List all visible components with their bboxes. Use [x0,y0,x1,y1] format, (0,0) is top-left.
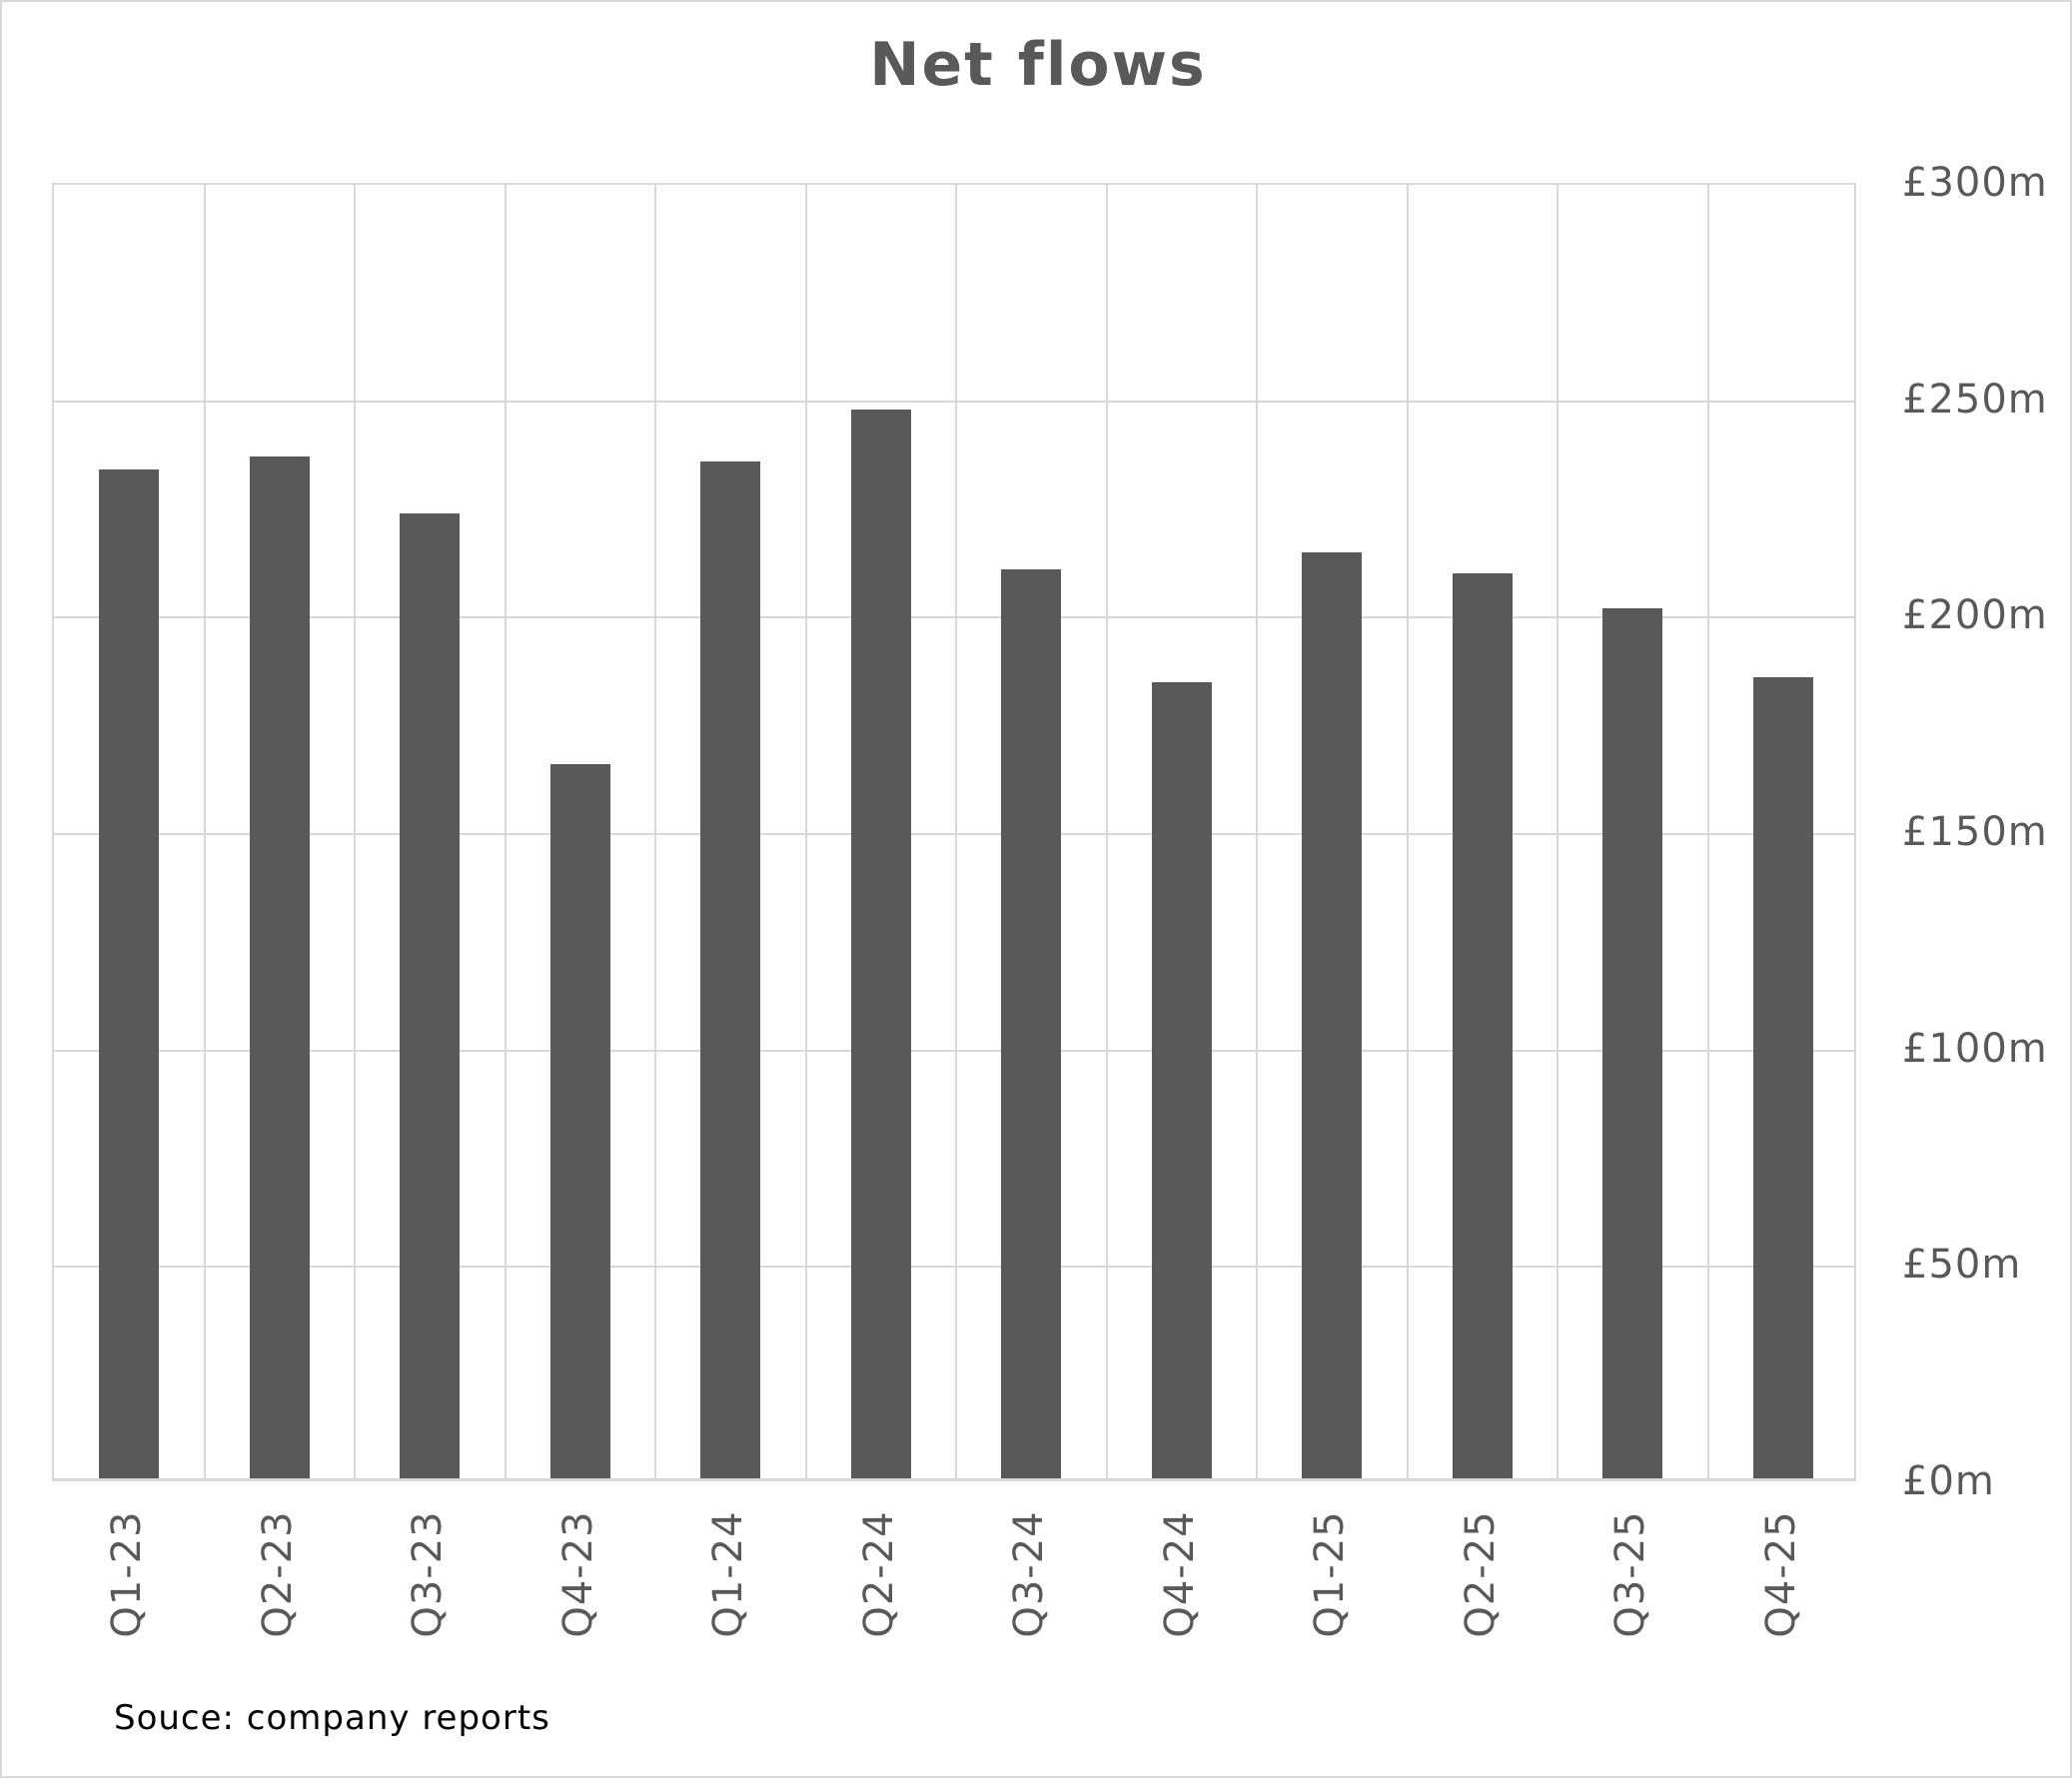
x-tick-label: Q4-25 [1757,1510,1804,1638]
bar-Q4-24 [1151,681,1212,1478]
x-tick-label: Q1-24 [705,1510,752,1638]
horizontal-gridline [54,833,1854,835]
bar-Q4-23 [549,764,610,1478]
x-tick-label: Q3-24 [1006,1510,1053,1638]
vertical-gridline [504,185,507,1478]
bar-Q4-25 [1752,677,1813,1478]
vertical-gridline [1706,185,1709,1478]
horizontal-gridline [54,616,1854,619]
x-tick-label: Q3-23 [405,1510,452,1638]
vertical-gridline [654,185,656,1478]
vertical-gridline [354,185,356,1478]
y-tick-label: £250m [1902,376,2048,423]
source-note: Souce: company reports [114,1698,550,1738]
vertical-gridline [1556,185,1558,1478]
x-tick-label: Q1-23 [104,1510,151,1638]
bar-Q2-23 [249,456,310,1478]
bar-Q2-24 [850,409,911,1478]
horizontal-gridline [54,1049,1854,1052]
y-tick-label: £100m [1902,1025,2048,1072]
vertical-gridline [955,185,957,1478]
y-tick-label: £200m [1902,592,2048,639]
bar-Q2-25 [1452,573,1513,1478]
bar-Q3-25 [1602,608,1663,1478]
vertical-gridline [1406,185,1409,1478]
horizontal-gridline [54,400,1854,403]
x-tick-label: Q2-23 [254,1510,301,1638]
bar-Q3-24 [1001,569,1062,1478]
y-tick-label: £0m [1902,1458,1995,1504]
plot-area [52,183,1856,1481]
x-tick-label: Q4-23 [554,1510,601,1638]
y-tick-label: £50m [1902,1242,2022,1289]
bar-Q3-23 [400,512,461,1478]
vertical-gridline [1256,185,1258,1478]
bar-Q1-24 [700,460,761,1478]
bar-Q1-23 [99,469,160,1478]
horizontal-gridline [54,1266,1854,1269]
x-tick-label: Q4-24 [1156,1510,1203,1638]
chart-title: Net flows [869,30,1207,100]
y-tick-label: £150m [1902,809,2048,855]
bar-Q1-25 [1302,551,1363,1478]
x-tick-label: Q2-25 [1457,1510,1504,1638]
x-tick-label: Q3-25 [1607,1510,1654,1638]
x-tick-label: Q1-25 [1307,1510,1354,1638]
x-tick-label: Q2-24 [855,1510,902,1638]
y-tick-label: £300m [1902,160,2048,206]
vertical-gridline [804,185,807,1478]
vertical-gridline [203,185,206,1478]
vertical-gridline [1105,185,1108,1478]
